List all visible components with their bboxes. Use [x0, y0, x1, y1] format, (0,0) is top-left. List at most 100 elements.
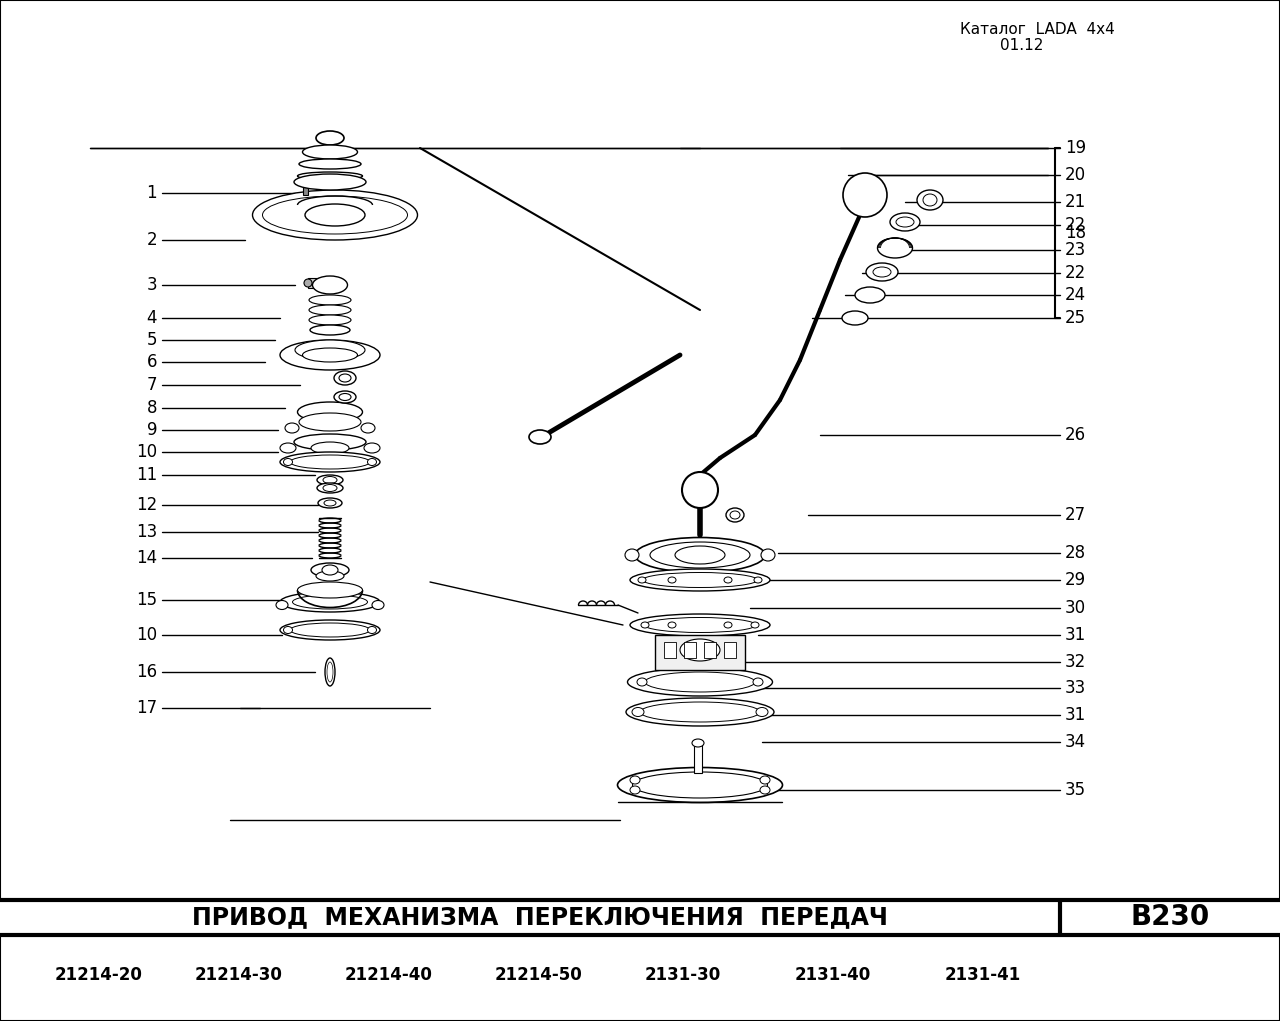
Text: 27: 27 [1065, 506, 1087, 524]
Ellipse shape [756, 708, 768, 717]
Text: 19: 19 [1065, 139, 1087, 157]
Text: 01.12: 01.12 [1000, 38, 1043, 53]
Ellipse shape [632, 772, 768, 798]
Text: 22: 22 [1065, 264, 1087, 282]
Text: 26: 26 [1065, 426, 1087, 444]
Ellipse shape [668, 577, 676, 583]
Ellipse shape [283, 627, 293, 633]
Bar [704, 642, 716, 658]
Ellipse shape [334, 371, 356, 385]
Text: 14: 14 [136, 549, 157, 567]
Ellipse shape [890, 213, 920, 231]
Ellipse shape [325, 658, 335, 686]
Ellipse shape [316, 131, 344, 145]
Ellipse shape [627, 668, 773, 696]
Text: 29: 29 [1065, 571, 1087, 589]
Ellipse shape [896, 217, 914, 227]
Text: Каталог  LADA  4x4: Каталог LADA 4x4 [960, 22, 1115, 37]
Text: 8: 8 [146, 399, 157, 417]
Ellipse shape [300, 159, 361, 169]
Ellipse shape [668, 622, 676, 628]
Ellipse shape [294, 174, 366, 190]
Ellipse shape [867, 263, 899, 281]
Ellipse shape [630, 569, 771, 591]
Text: 21214-20: 21214-20 [55, 966, 143, 984]
Ellipse shape [637, 577, 646, 583]
Text: 33: 33 [1065, 679, 1087, 697]
Ellipse shape [645, 672, 755, 692]
Ellipse shape [280, 340, 380, 370]
Ellipse shape [285, 423, 300, 433]
Circle shape [844, 173, 887, 217]
Ellipse shape [308, 305, 351, 315]
Text: 16: 16 [136, 663, 157, 681]
Ellipse shape [324, 500, 335, 506]
Ellipse shape [294, 340, 365, 360]
Ellipse shape [641, 622, 649, 628]
Ellipse shape [276, 600, 288, 610]
Ellipse shape [305, 279, 312, 287]
Ellipse shape [855, 287, 884, 303]
Ellipse shape [308, 295, 351, 305]
Ellipse shape [643, 573, 758, 587]
Ellipse shape [724, 622, 732, 628]
Text: 9: 9 [146, 421, 157, 439]
Ellipse shape [873, 268, 891, 277]
Text: 20: 20 [1065, 166, 1087, 184]
Ellipse shape [280, 592, 380, 612]
Ellipse shape [311, 442, 349, 454]
Text: 7: 7 [146, 376, 157, 394]
Text: 17: 17 [136, 699, 157, 717]
Ellipse shape [291, 623, 370, 637]
Text: 2131-40: 2131-40 [795, 966, 872, 984]
Text: 21214-50: 21214-50 [495, 966, 582, 984]
Ellipse shape [760, 776, 771, 784]
Text: 21: 21 [1065, 193, 1087, 211]
Circle shape [682, 472, 718, 508]
Text: 13: 13 [136, 523, 157, 541]
Ellipse shape [302, 348, 357, 362]
Text: 21214-30: 21214-30 [195, 966, 283, 984]
Bar [684, 642, 696, 658]
Ellipse shape [762, 549, 774, 561]
Ellipse shape [297, 402, 362, 422]
Text: 32: 32 [1065, 653, 1087, 671]
Text: ПРИВОД  МЕХАНИЗМА  ПЕРЕКЛЮЧЕНИЯ  ПЕРЕДАЧ: ПРИВОД МЕХАНИЗМА ПЕРЕКЛЮЧЕНИЯ ПЕРЕДАЧ [192, 905, 888, 929]
Ellipse shape [297, 582, 362, 598]
Text: 2: 2 [146, 231, 157, 249]
Ellipse shape [760, 786, 771, 794]
Text: 23: 23 [1065, 241, 1087, 259]
Ellipse shape [630, 776, 640, 784]
Bar [724, 642, 736, 658]
Ellipse shape [635, 537, 765, 573]
Ellipse shape [753, 678, 763, 686]
Ellipse shape [317, 475, 343, 485]
Bar [303, 185, 308, 195]
Ellipse shape [724, 577, 732, 583]
Ellipse shape [297, 172, 362, 180]
Ellipse shape [842, 311, 868, 325]
Ellipse shape [323, 485, 337, 491]
Ellipse shape [300, 414, 361, 431]
Ellipse shape [291, 455, 370, 469]
Ellipse shape [626, 698, 774, 726]
Ellipse shape [730, 510, 740, 519]
Text: 10: 10 [136, 626, 157, 644]
Text: 6: 6 [146, 353, 157, 371]
Ellipse shape [754, 577, 762, 583]
Ellipse shape [372, 600, 384, 610]
Ellipse shape [361, 423, 375, 433]
Ellipse shape [323, 477, 337, 484]
Ellipse shape [280, 443, 296, 453]
Text: 12: 12 [136, 496, 157, 514]
Ellipse shape [302, 145, 357, 159]
Ellipse shape [317, 483, 343, 493]
Ellipse shape [316, 571, 344, 581]
Text: 35: 35 [1065, 781, 1087, 799]
Ellipse shape [326, 662, 333, 682]
Text: 34: 34 [1065, 733, 1087, 751]
Text: 2131-41: 2131-41 [945, 966, 1021, 984]
Ellipse shape [312, 276, 347, 294]
Ellipse shape [751, 622, 759, 628]
Ellipse shape [680, 639, 719, 661]
